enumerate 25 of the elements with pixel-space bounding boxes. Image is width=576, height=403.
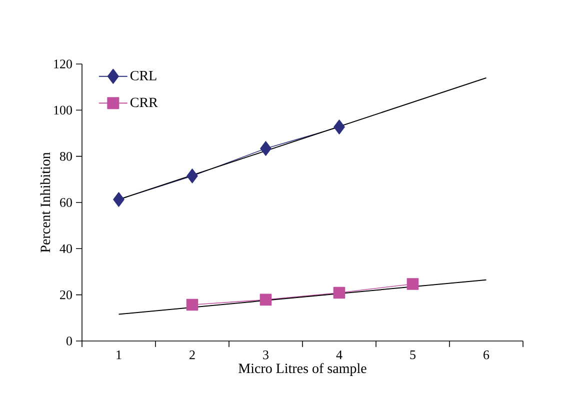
- y-tick-label: 120: [54, 60, 72, 68]
- x-tick-label: 6: [484, 350, 490, 360]
- x-tick-label: 4: [336, 350, 342, 360]
- point: [186, 168, 198, 184]
- point: [186, 298, 198, 311]
- y-tick-label: 0: [66, 336, 72, 346]
- y-tick-label: 80: [60, 152, 72, 161]
- y-tick-label: 40: [60, 244, 72, 254]
- point: [334, 120, 345, 134]
- legend-label: CRR: [130, 98, 158, 108]
- point: [113, 192, 124, 207]
- point: [260, 294, 272, 306]
- point: [260, 141, 272, 156]
- y-axis-title: Percent Inhibition: [40, 152, 50, 252]
- point: [333, 286, 346, 299]
- x-tick-label: 2: [190, 350, 195, 360]
- x-axis-title: Micro Litres of sample: [238, 363, 366, 376]
- point: [406, 278, 419, 290]
- y-tick-label: 60: [60, 198, 72, 207]
- x-tick-label: 3: [263, 350, 268, 360]
- x-tick-label: 1: [116, 350, 122, 360]
- legend-label: CRL: [130, 70, 156, 80]
- x-tick-label: 5: [410, 350, 416, 360]
- y-tick-label: 100: [54, 106, 72, 115]
- y-tick-label: 20: [60, 290, 72, 300]
